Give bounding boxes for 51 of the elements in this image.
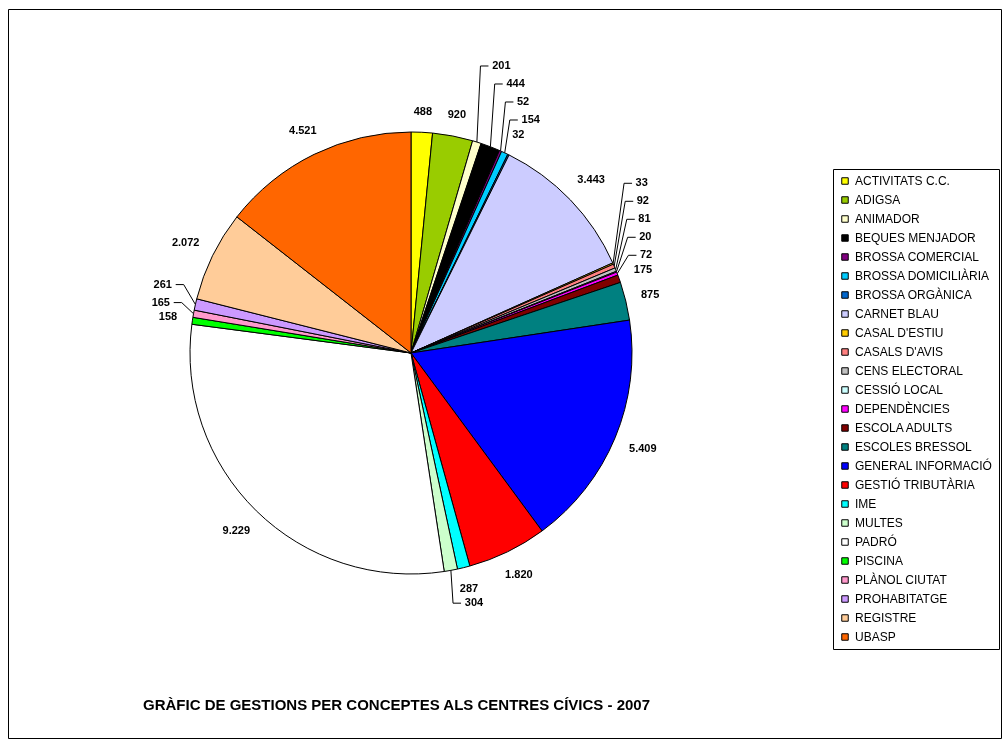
data-label: 81: [638, 212, 651, 225]
legend-label: REGISTRE: [855, 611, 917, 625]
data-label: 20: [639, 230, 652, 243]
data-label: 304: [464, 596, 484, 609]
legend-label: GENERAL INFORMACIÓ: [855, 458, 992, 473]
legend-label: CESSIÓ LOCAL: [855, 382, 944, 397]
data-label: 154: [521, 112, 541, 125]
legend-label: BROSSA DOMICILIÀRIA: [855, 268, 990, 283]
data-label: 1.820: [505, 568, 533, 581]
data-label: 33: [635, 176, 648, 189]
data-label: 52: [516, 94, 530, 107]
data-label: 287: [459, 582, 479, 595]
data-label: 72: [639, 248, 653, 261]
legend-label: ESCOLA ADULTS: [855, 421, 953, 435]
data-label: 261: [153, 277, 172, 290]
data-label: 444: [506, 76, 526, 89]
data-label: 201: [492, 58, 511, 71]
data-label: 875: [640, 288, 660, 301]
legend-label: IME: [855, 497, 877, 511]
legend-label: BEQUES MENJADOR: [855, 231, 977, 245]
legend-label: BROSSA COMERCIAL: [855, 250, 980, 264]
legend-label: PISCINA: [855, 554, 904, 568]
data-label: 32: [512, 127, 525, 140]
legend-label: PROHABITATGE: [855, 592, 948, 606]
data-label: 3.443: [577, 172, 605, 185]
legend-label: PADRÓ: [855, 534, 897, 549]
legend-label: GESTIÓ TRIBUTÀRIA: [855, 477, 975, 492]
data-label: 158: [158, 310, 178, 323]
legend-label: CARNET BLAU: [855, 307, 939, 321]
data-label: 488: [413, 104, 432, 117]
data-label: 9.229: [222, 524, 251, 537]
legend-label: BROSSA ORGÀNICA: [855, 287, 972, 302]
legend-label: PLÀNOL CIUTAT: [855, 572, 948, 587]
data-label: 175: [633, 263, 653, 276]
legend-label: CENS ELECTORAL: [855, 364, 964, 378]
legend-label: ACTIVITATS C.C.: [855, 174, 950, 188]
legend-label: ADIGSA: [855, 193, 901, 207]
data-label: 920: [447, 107, 467, 120]
legend-label: ESCOLES BRESSOL: [855, 440, 973, 454]
legend-label: MULTES: [855, 516, 903, 530]
data-label: 165: [151, 295, 170, 308]
data-label: 2.072: [171, 235, 200, 248]
data-label: 92: [636, 194, 649, 207]
legend-label: ANIMADOR: [855, 212, 920, 226]
text: GRÀFIC DE GESTIONS PER CONCEPTES ALS CENTRES CÍVICS - 2007: [143, 696, 651, 713]
legend-label: DEPENDÈNCIES: [855, 401, 950, 416]
data-label: 5.409: [629, 442, 657, 455]
legend-label: CASAL D'ESTIU: [855, 326, 944, 340]
legend-label: CASALS D'AVIS: [855, 345, 944, 359]
legend-label: UBASP: [855, 630, 896, 644]
data-label: 4.521: [289, 124, 317, 137]
